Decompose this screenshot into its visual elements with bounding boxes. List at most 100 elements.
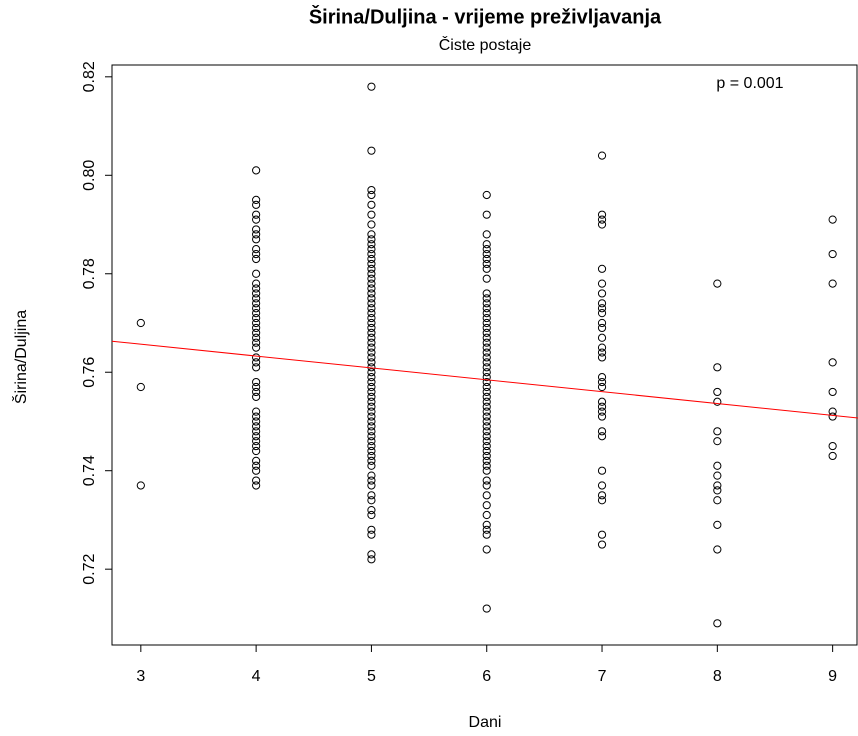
point [482, 368, 491, 377]
point [482, 363, 491, 372]
point [252, 412, 261, 421]
point [367, 451, 376, 461]
y-axis-label: Širina/Duljina [11, 310, 30, 404]
point [136, 382, 145, 392]
point [482, 333, 491, 342]
point [252, 225, 261, 234]
point [482, 328, 491, 337]
point [482, 318, 491, 328]
point [482, 323, 491, 333]
point [252, 382, 261, 392]
point [367, 299, 376, 308]
point [367, 481, 376, 490]
point [252, 309, 261, 318]
point [367, 328, 376, 337]
point [367, 343, 376, 352]
point [252, 466, 261, 475]
point [597, 348, 607, 357]
point [482, 476, 491, 485]
point [713, 545, 722, 554]
point [482, 432, 491, 441]
point [252, 200, 261, 209]
point [252, 338, 261, 347]
point [367, 427, 376, 436]
point [482, 412, 491, 421]
point [482, 254, 491, 264]
point [482, 451, 491, 461]
point [482, 245, 491, 254]
point [482, 520, 491, 529]
point [367, 294, 376, 303]
point [482, 407, 491, 416]
point [367, 417, 376, 426]
point [597, 333, 607, 342]
point [252, 254, 261, 264]
point [713, 471, 722, 480]
point [482, 510, 491, 520]
point [367, 274, 376, 283]
point [828, 215, 837, 224]
point [252, 235, 261, 244]
point [482, 230, 491, 239]
point [367, 392, 376, 401]
point [828, 441, 837, 451]
point [252, 299, 261, 308]
point [367, 368, 376, 377]
annotation: p = 0.001 [716, 75, 783, 92]
point [482, 530, 491, 539]
point [367, 377, 376, 387]
point [367, 456, 376, 465]
point [597, 377, 607, 387]
point [713, 461, 722, 470]
point [828, 249, 837, 259]
point [367, 387, 376, 397]
point [252, 422, 261, 431]
point [367, 525, 376, 534]
point [482, 466, 491, 475]
point [252, 245, 261, 254]
point [597, 210, 607, 219]
point [367, 471, 376, 480]
point [482, 294, 491, 303]
point [367, 220, 376, 229]
point [597, 264, 607, 273]
point [713, 481, 722, 490]
point [367, 407, 376, 416]
point [597, 220, 607, 229]
point [252, 387, 261, 397]
point [252, 323, 261, 333]
y-tick-label: 0.76 [81, 357, 98, 388]
point [713, 363, 722, 372]
point [597, 382, 607, 392]
point [482, 491, 491, 500]
point [367, 210, 376, 219]
point [597, 481, 607, 490]
point [482, 545, 491, 554]
point [482, 501, 491, 510]
point [367, 240, 376, 249]
point [252, 289, 261, 298]
point [367, 476, 376, 485]
point [597, 530, 607, 539]
point [597, 427, 607, 436]
point [828, 387, 837, 397]
point [367, 323, 376, 333]
point [252, 407, 261, 416]
point [252, 230, 261, 239]
point [597, 318, 607, 328]
point [367, 358, 376, 367]
point [252, 461, 261, 470]
x-tick-label: 4 [252, 668, 261, 685]
point [367, 441, 376, 451]
point [367, 550, 376, 559]
point [252, 210, 261, 219]
point [252, 284, 261, 293]
point [713, 520, 722, 529]
point [828, 412, 837, 421]
point [367, 279, 376, 288]
point [252, 249, 261, 259]
point [828, 358, 837, 367]
point [252, 279, 261, 288]
